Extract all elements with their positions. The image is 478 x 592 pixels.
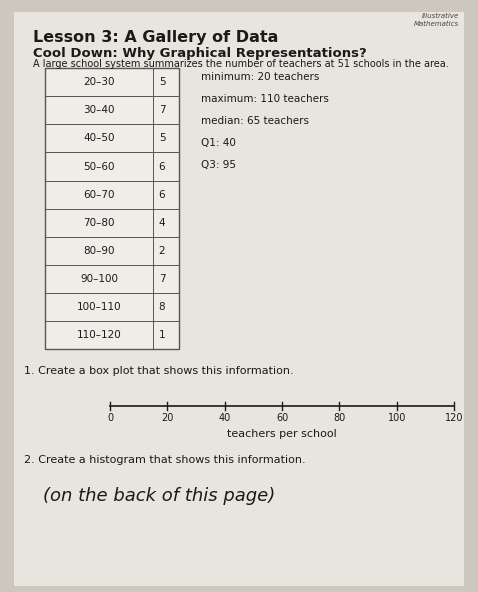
Text: minimum: 20 teachers: minimum: 20 teachers [201,72,319,82]
Text: 0: 0 [107,413,113,423]
Text: 90–100: 90–100 [80,274,118,284]
Text: 40–50: 40–50 [84,133,115,143]
Text: 20: 20 [161,413,174,423]
Text: 60–70: 60–70 [84,189,115,200]
Text: 100–110: 100–110 [77,302,121,312]
Text: maximum: 110 teachers: maximum: 110 teachers [201,94,329,104]
Text: 120: 120 [445,413,463,423]
Text: 110–120: 110–120 [77,330,121,340]
Text: Cool Down: Why Graphical Representations?: Cool Down: Why Graphical Representations… [33,47,367,60]
Text: Q3: 95: Q3: 95 [201,160,236,170]
Text: 30–40: 30–40 [84,105,115,115]
Text: Mathematics: Mathematics [414,21,459,27]
Text: Illustrative: Illustrative [422,13,459,19]
Text: median: 65 teachers: median: 65 teachers [201,116,309,126]
Text: 1. Create a box plot that shows this information.: 1. Create a box plot that shows this inf… [24,366,293,376]
Text: 8: 8 [159,302,165,312]
Text: 100: 100 [388,413,406,423]
Text: 4: 4 [159,218,165,228]
Text: 70–80: 70–80 [84,218,115,228]
Text: 2: 2 [159,246,165,256]
Text: 20–30: 20–30 [84,77,115,87]
Text: 40: 40 [218,413,231,423]
Text: 6: 6 [159,162,165,172]
Text: 2. Create a histogram that shows this information.: 2. Create a histogram that shows this in… [24,455,305,465]
Text: 80: 80 [333,413,346,423]
Text: 50–60: 50–60 [84,162,115,172]
Text: (on the back of this page): (on the back of this page) [43,487,275,505]
Text: 5: 5 [159,133,165,143]
Text: Lesson 3: A Gallery of Data: Lesson 3: A Gallery of Data [33,30,279,44]
Text: Q1: 40: Q1: 40 [201,138,236,148]
Text: 6: 6 [159,189,165,200]
Text: A large school system summarizes the number of teachers at 51 schools in the are: A large school system summarizes the num… [33,59,449,69]
Text: 7: 7 [159,105,165,115]
Text: 60: 60 [276,413,288,423]
Text: 80–90: 80–90 [84,246,115,256]
Text: 1: 1 [159,330,165,340]
Text: 7: 7 [159,274,165,284]
Text: teachers per school: teachers per school [227,429,337,439]
Text: 5: 5 [159,77,165,87]
